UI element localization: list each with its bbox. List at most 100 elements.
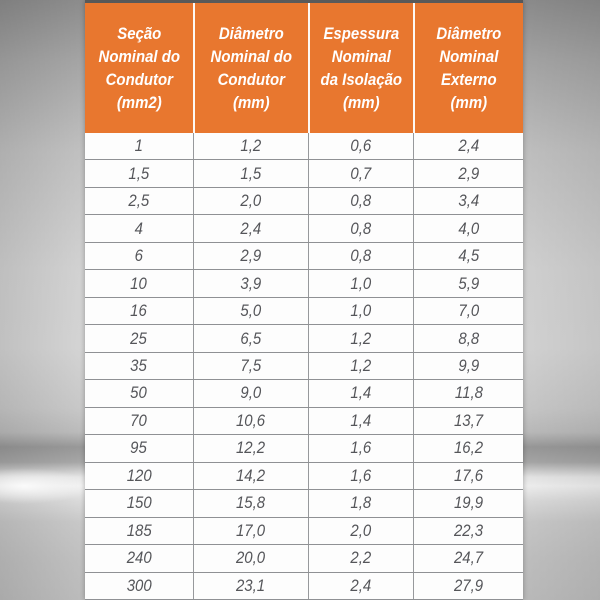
table-cell: 16 [85, 298, 193, 324]
table-cell: 8,8 [413, 325, 523, 352]
table-cell: 150 [85, 490, 193, 516]
table-row: 2,5 2,0 0,8 3,4 [85, 187, 523, 216]
cell-value: 1 [134, 136, 144, 156]
table-cell: 10 [85, 270, 193, 296]
cell-value: 27,9 [454, 575, 484, 595]
cell-value: 4,5 [458, 246, 480, 266]
cable-spec-table: Seção Nominal do Condutor (mm2) Diâmetro … [85, 0, 523, 600]
table-cell: 0,7 [307, 160, 413, 187]
cell-value: 25 [130, 328, 148, 348]
table-cell: 1,2 [307, 352, 413, 380]
cell-value: 16 [130, 301, 148, 321]
table-cell: 185 [85, 518, 193, 544]
cell-value: 23,1 [236, 575, 266, 595]
cell-value: 2,0 [240, 191, 262, 211]
cell-value: 185 [126, 520, 152, 540]
cell-value: 150 [126, 493, 152, 513]
column-header-diametro-nominal-condutor: Diâmetro Nominal do Condutor (mm) [192, 3, 308, 133]
cell-value: 6 [134, 246, 144, 266]
table-row: 1,5 1,5 0,7 2,9 [85, 160, 523, 188]
cell-value: 2,5 [128, 191, 150, 211]
table-cell: 2,9 [192, 242, 308, 270]
cell-value: 120 [126, 465, 152, 485]
table-header: Seção Nominal do Condutor (mm2) Diâmetro … [85, 3, 523, 133]
table-row: 185 17,0 2,0 22,3 [85, 517, 523, 546]
table-body: 1 1,2 0,6 2,4 1,5 1,5 0,7 2,9 2,5 2,0 0,8 3,4 4 2,4 0,… [85, 133, 523, 600]
table-cell: 23,1 [192, 572, 308, 599]
table-cell: 2,0 [192, 187, 308, 215]
table-cell: 1,4 [307, 407, 413, 435]
cell-value: 1,2 [240, 136, 262, 156]
cell-value: 17,6 [454, 465, 484, 485]
table-cell: 0,6 [307, 133, 413, 160]
table-row: 300 23,1 2,4 27,9 [85, 572, 523, 600]
cell-value: 17,0 [236, 520, 266, 540]
cell-value: 1,5 [240, 163, 262, 183]
cell-value: 9,9 [458, 355, 480, 375]
cell-value: 2,2 [350, 548, 372, 568]
table-cell: 9,9 [413, 352, 523, 380]
table-cell: 2,2 [307, 545, 413, 572]
cell-value: 3,4 [458, 191, 480, 211]
table-cell: 12,2 [192, 435, 308, 462]
cell-value: 24,7 [454, 548, 484, 568]
cell-value: 7,0 [458, 301, 480, 321]
table-row: 1 1,2 0,6 2,4 [85, 133, 523, 161]
cell-value: 1,6 [350, 465, 372, 485]
cell-value: 1,4 [350, 383, 372, 403]
table-cell: 13,7 [413, 407, 523, 435]
cell-value: 8,8 [458, 328, 480, 348]
cell-value: 5,0 [240, 301, 262, 321]
cell-value: 50 [130, 383, 148, 403]
cell-value: 22,3 [454, 520, 484, 540]
table-cell: 10,6 [192, 407, 308, 435]
table-row: 16 5,0 1,0 7,0 [85, 297, 523, 326]
column-header-label: Seção Nominal do Condutor (mm2) [98, 24, 180, 112]
cell-value: 4,0 [458, 218, 480, 238]
cell-value: 300 [126, 575, 152, 595]
cell-value: 1,2 [350, 355, 372, 375]
table-cell: 4 [85, 215, 193, 241]
table-cell: 7,0 [413, 297, 523, 325]
cell-value: 0,8 [350, 218, 372, 238]
cell-value: 16,2 [454, 438, 484, 458]
cell-value: 2,9 [458, 163, 480, 183]
table-cell: 3,9 [192, 270, 308, 297]
table-cell: 70 [85, 408, 193, 434]
table-cell: 3,4 [413, 187, 523, 215]
column-header-label: Espessura Nominal da Isolação (mm) [320, 24, 403, 112]
table-cell: 300 [85, 573, 193, 599]
table-cell: 0,8 [307, 242, 413, 270]
table-cell: 1,6 [307, 462, 413, 490]
table-cell: 1,8 [307, 490, 413, 517]
table-cell: 1 [85, 133, 193, 159]
cell-value: 13,7 [454, 410, 484, 430]
cell-value: 19,9 [454, 493, 484, 513]
cell-value: 1,5 [128, 163, 150, 183]
table-cell: 0,8 [307, 187, 413, 215]
table-cell: 9,0 [192, 380, 308, 407]
table-cell: 5,0 [192, 297, 308, 325]
table-cell: 20,0 [192, 545, 308, 572]
table-cell: 6 [85, 243, 193, 269]
table-cell: 240 [85, 545, 193, 571]
cell-value: 2,4 [350, 575, 372, 595]
table-row: 25 6,5 1,2 8,8 [85, 325, 523, 353]
table-cell: 17,0 [192, 517, 308, 545]
table-row: 70 10,6 1,4 13,7 [85, 407, 523, 436]
table-cell: 16,2 [413, 435, 523, 462]
cell-value: 7,5 [240, 355, 262, 375]
cell-value: 0,8 [350, 191, 372, 211]
cell-value: 0,8 [350, 246, 372, 266]
cell-value: 2,4 [458, 136, 480, 156]
cell-value: 95 [130, 438, 148, 458]
table-row: 120 14,2 1,6 17,6 [85, 462, 523, 491]
table-cell: 0,8 [307, 215, 413, 242]
table-row: 10 3,9 1,0 5,9 [85, 270, 523, 298]
table-cell: 2,0 [307, 517, 413, 545]
cell-value: 1,4 [350, 410, 372, 430]
cell-value: 1,2 [350, 328, 372, 348]
cell-value: 5,9 [458, 273, 480, 293]
table-cell: 27,9 [413, 572, 523, 599]
